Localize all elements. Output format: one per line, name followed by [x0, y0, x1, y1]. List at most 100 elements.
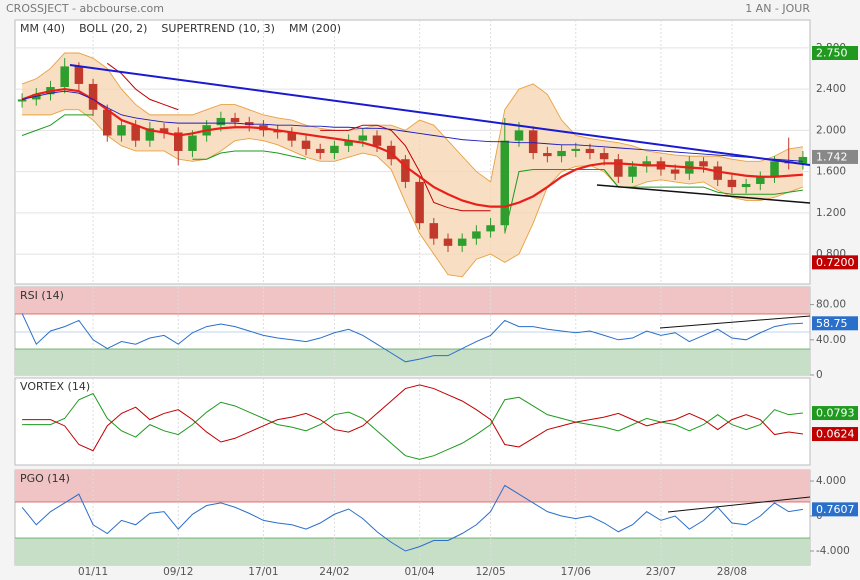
candle-body: [457, 238, 467, 246]
candle-body: [32, 94, 41, 100]
candle-body: [571, 148, 581, 151]
header-title: CROSSJECT - abcbourse.com: [6, 2, 164, 15]
candle-body: [614, 159, 623, 177]
candle-body: [628, 166, 637, 177]
candle-body: [145, 128, 155, 141]
candle-body: [472, 231, 481, 239]
vortex-panel: [14, 377, 811, 466]
x-tick-label: 17/06: [561, 566, 592, 578]
candle-body: [741, 183, 751, 188]
last-value-badge: 0.0793: [816, 407, 855, 420]
last-value-badge-box: [812, 427, 858, 442]
y-tick-label: 2.000: [816, 124, 846, 136]
candle-body: [401, 159, 410, 182]
candle-body: [88, 83, 98, 110]
panel-title: PGO (14): [20, 472, 70, 485]
candle-body: [103, 109, 112, 136]
candle-body: [230, 117, 240, 123]
candle-body: [244, 122, 254, 126]
candle-body: [585, 148, 595, 154]
candle-body: [727, 179, 737, 188]
candle-body: [415, 181, 424, 224]
value-badge-box: [812, 255, 858, 270]
candle-body: [174, 132, 183, 151]
legend-entry: MM (40): [20, 22, 65, 35]
y-tick-label: 40.00: [816, 334, 846, 346]
x-tick-label: 23/07: [646, 566, 676, 578]
candle-body: [216, 117, 226, 126]
header-period: 1 AN - JOUR: [745, 2, 810, 15]
candle-body: [599, 153, 609, 160]
trendline: [659, 315, 811, 329]
candle-body: [798, 156, 808, 164]
candle-body: [429, 223, 439, 239]
candle-body: [699, 161, 708, 167]
trendline: [667, 496, 811, 513]
candle-body: [713, 166, 722, 180]
candle-body: [486, 225, 495, 232]
supertrend-up: [192, 150, 307, 160]
candle-body: [287, 132, 297, 141]
candle-body: [159, 128, 169, 133]
rsi-overbought-zone: [15, 287, 810, 314]
last-value-badge: 1.742: [816, 150, 848, 163]
legend-entry: BOLL (20, 2): [79, 22, 147, 35]
x-tick-label: 28/08: [717, 566, 747, 578]
x-tick-label: 24/02: [319, 566, 349, 578]
candle-body: [514, 130, 524, 141]
candle-body: [528, 130, 538, 154]
supertrend-up: [21, 114, 94, 136]
y-tick-label: 1.200: [816, 207, 846, 219]
candle-body: [443, 238, 453, 246]
last-value-badge: 58.75: [816, 317, 848, 330]
ma-line: [22, 90, 803, 162]
band-upper: [21, 52, 803, 183]
y-tick-label: 1.600: [816, 166, 846, 178]
band-lower: [22, 109, 804, 278]
candle-body: [344, 140, 353, 146]
candle-body: [17, 99, 27, 102]
candle-body: [557, 150, 566, 157]
candle-body: [315, 148, 325, 154]
last-value-badge-box: [812, 502, 858, 517]
candle-body: [543, 153, 552, 157]
candle-body: [117, 125, 126, 136]
x-tick-label: 17/01: [248, 566, 278, 578]
x-tick-label: 09/12: [163, 566, 193, 578]
ma-line: [21, 87, 803, 208]
y-tick-label: 2.400: [816, 83, 846, 95]
candle-body: [330, 145, 339, 154]
indicator-line: [22, 392, 803, 460]
candle-body: [770, 161, 779, 177]
last-value-badge: 0.7607: [816, 503, 855, 516]
trendline: [69, 64, 811, 166]
candle-body: [301, 140, 311, 149]
last-value-badge-box: [812, 406, 858, 421]
candle-body: [372, 135, 382, 146]
candle-body: [74, 66, 84, 84]
value-badge: 2.750: [816, 47, 848, 60]
indicator-line: [22, 384, 803, 452]
x-tick-label: 01/04: [404, 566, 435, 578]
y-tick-label: 4.000: [816, 475, 846, 487]
indicator-line: [21, 313, 803, 363]
indicator-line: [21, 484, 803, 552]
supertrend-down: [320, 124, 491, 212]
candle-body: [642, 161, 651, 167]
last-value-badge-box: [812, 149, 858, 164]
panel-title: RSI (14): [20, 289, 64, 302]
pgo-overbought-zone: [15, 470, 810, 502]
y-tick-label: 0: [816, 369, 823, 381]
y-tick-label: 80.00: [816, 299, 846, 311]
candle-body: [131, 125, 140, 141]
candle-body: [756, 176, 765, 184]
legend-entry: MM (200): [289, 22, 341, 35]
legend-entry: SUPERTREND (10, 3): [161, 22, 275, 35]
pgo-oversold-zone: [15, 538, 810, 565]
supertrend-up: [504, 169, 803, 234]
value-badge: 0.7200: [816, 256, 855, 269]
last-value-badge-box: [812, 316, 858, 331]
panel-title: VORTEX (14): [20, 380, 90, 393]
last-value-badge: 0.0624: [816, 428, 855, 441]
